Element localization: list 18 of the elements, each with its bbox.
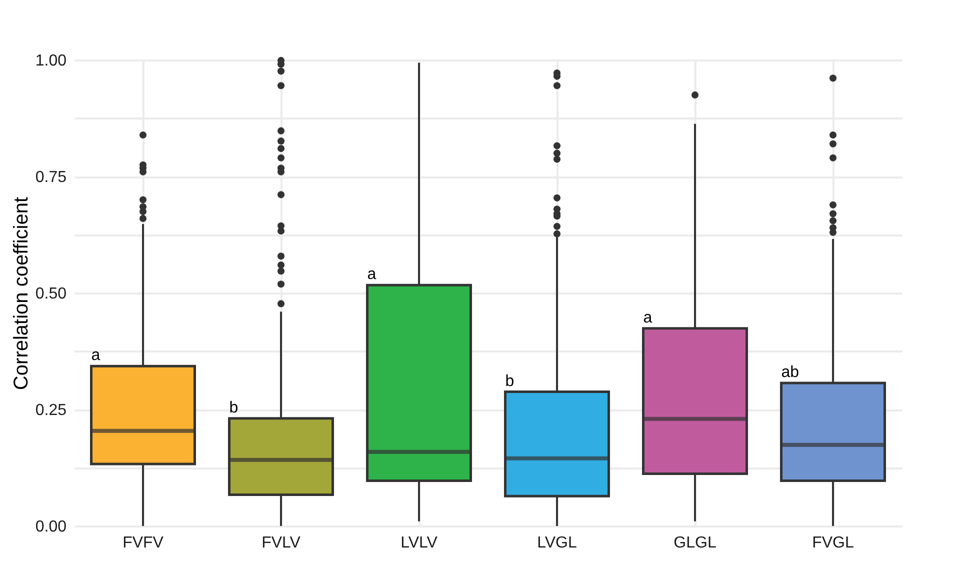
x-tick-label: LVLV [400,534,438,552]
x-tick-label: FVLV [262,534,301,552]
y-axis-title: Correlation coefficient [10,196,32,390]
annotation: a [367,266,376,284]
x-tick-label: FVGL [812,534,854,552]
annotation: a [643,309,652,326]
y-tick-label: 0.00 [35,518,67,536]
y-tick-label: 1.00 [35,52,67,70]
x-tick-label: GLGL [674,534,716,552]
y-tick-label: 0.75 [35,169,67,186]
annotation: b [505,372,514,390]
annotation: ab [781,364,800,381]
x-tick-label: LVGL [537,534,577,552]
annotation: b [229,399,238,416]
x-tick-label: FVFV [122,534,164,552]
y-tick-label: 0.25 [35,402,67,419]
y-tick-label: 0.50 [35,286,67,302]
annotation: a [91,347,100,364]
